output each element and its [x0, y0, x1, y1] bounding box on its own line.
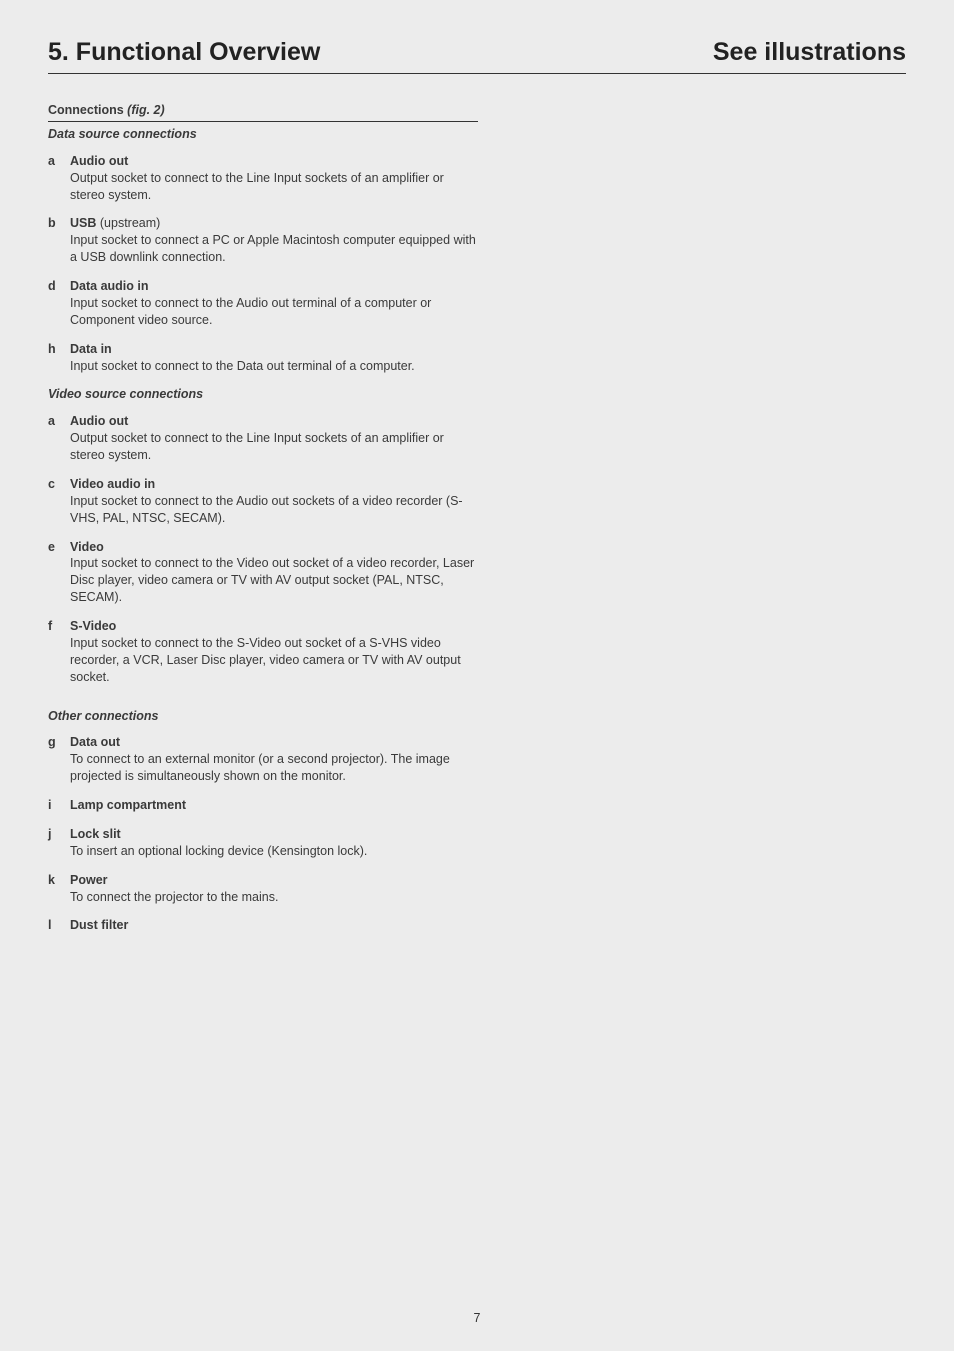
list-item: f S-Video Input socket to connect to the… [48, 618, 478, 686]
item-title: Data out [70, 735, 120, 749]
item-title: Dust filter [70, 918, 128, 932]
item-marker: f [48, 618, 70, 686]
list-item: e Video Input socket to connect to the V… [48, 539, 478, 607]
group-heading: Other connections [48, 708, 478, 725]
item-desc: To insert an optional locking device (Ke… [70, 843, 478, 860]
page: 5. Functional Overview See illustrations… [0, 0, 954, 1351]
item-suffix: (upstream) [96, 216, 160, 230]
item-title: Power [70, 873, 108, 887]
list-item: k Power To connect the projector to the … [48, 872, 478, 906]
item-desc: To connect to an external monitor (or a … [70, 751, 478, 785]
item-desc: Input socket to connect a PC or Apple Ma… [70, 232, 478, 266]
list-item: a Audio out Output socket to connect to … [48, 413, 478, 464]
item-desc: Input socket to connect to the Video out… [70, 555, 478, 606]
item-body: USB (upstream) Input socket to connect a… [70, 215, 478, 266]
section-title-bold: Connections [48, 103, 124, 117]
item-body: Video Input socket to connect to the Vid… [70, 539, 478, 607]
item-body: Audio out Output socket to connect to th… [70, 153, 478, 204]
list-item: d Data audio in Input socket to connect … [48, 278, 478, 329]
item-title: S-Video [70, 619, 116, 633]
chapter-title: 5. Functional Overview [48, 38, 320, 67]
item-marker: l [48, 917, 70, 934]
item-body: Dust filter [70, 917, 478, 934]
item-marker: e [48, 539, 70, 607]
list-item: c Video audio in Input socket to connect… [48, 476, 478, 527]
item-body: Audio out Output socket to connect to th… [70, 413, 478, 464]
list-item: j Lock slit To insert an optional lockin… [48, 826, 478, 860]
group-heading: Video source connections [48, 386, 478, 403]
chapter-header-right: See illustrations [713, 38, 906, 67]
item-desc: To connect the projector to the mains. [70, 889, 478, 906]
item-desc: Input socket to connect to the Data out … [70, 358, 478, 375]
item-title: Lock slit [70, 827, 121, 841]
section-heading: Connections (fig. 2) [48, 102, 478, 122]
section-title-italic: (fig. 2) [124, 103, 165, 117]
item-marker: j [48, 826, 70, 860]
list-item: a Audio out Output socket to connect to … [48, 153, 478, 204]
item-body: Data audio in Input socket to connect to… [70, 278, 478, 329]
item-marker: a [48, 413, 70, 464]
list-item: l Dust filter [48, 917, 478, 934]
item-title: Video [70, 540, 104, 554]
item-body: Power To connect the projector to the ma… [70, 872, 478, 906]
chapter-header: 5. Functional Overview See illustrations [48, 38, 906, 74]
item-desc: Input socket to connect to the Audio out… [70, 295, 478, 329]
item-desc: Input socket to connect to the S-Video o… [70, 635, 478, 686]
group-heading: Data source connections [48, 126, 478, 143]
item-body: Data in Input socket to connect to the D… [70, 341, 478, 375]
list-item: b USB (upstream) Input socket to connect… [48, 215, 478, 266]
item-marker: h [48, 341, 70, 375]
item-marker: d [48, 278, 70, 329]
item-body: Lock slit To insert an optional locking … [70, 826, 478, 860]
item-marker: g [48, 734, 70, 785]
item-title: Audio out [70, 154, 128, 168]
item-desc: Output socket to connect to the Line Inp… [70, 430, 478, 464]
item-desc: Input socket to connect to the Audio out… [70, 493, 478, 527]
item-title: Data audio in [70, 279, 148, 293]
item-marker: k [48, 872, 70, 906]
page-number: 7 [0, 1311, 954, 1325]
item-desc: Output socket to connect to the Line Inp… [70, 170, 478, 204]
item-title: Lamp compartment [70, 798, 186, 812]
item-title: Video audio in [70, 477, 155, 491]
list-item: g Data out To connect to an external mon… [48, 734, 478, 785]
list-item: h Data in Input socket to connect to the… [48, 341, 478, 375]
item-title: USB [70, 216, 96, 230]
item-body: Video audio in Input socket to connect t… [70, 476, 478, 527]
item-marker: c [48, 476, 70, 527]
item-title: Data in [70, 342, 112, 356]
content-column: Connections (fig. 2) Data source connect… [48, 102, 478, 934]
item-marker: a [48, 153, 70, 204]
item-marker: i [48, 797, 70, 814]
item-body: Data out To connect to an external monit… [70, 734, 478, 785]
item-marker: b [48, 215, 70, 266]
item-body: S-Video Input socket to connect to the S… [70, 618, 478, 686]
item-title: Audio out [70, 414, 128, 428]
item-body: Lamp compartment [70, 797, 478, 814]
list-item: i Lamp compartment [48, 797, 478, 814]
